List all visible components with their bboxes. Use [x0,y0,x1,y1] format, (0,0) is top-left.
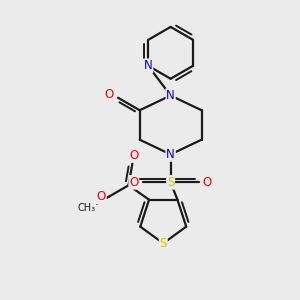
Text: O: O [129,149,139,162]
Text: O: O [203,176,212,189]
Text: O: O [97,190,106,203]
Text: N: N [166,148,175,161]
Text: S: S [160,237,167,250]
Text: O: O [105,88,114,101]
Text: CH₃: CH₃ [78,203,96,213]
Text: O: O [129,176,138,189]
Text: N: N [166,89,175,102]
Text: N: N [144,59,152,72]
Text: S: S [167,176,174,189]
